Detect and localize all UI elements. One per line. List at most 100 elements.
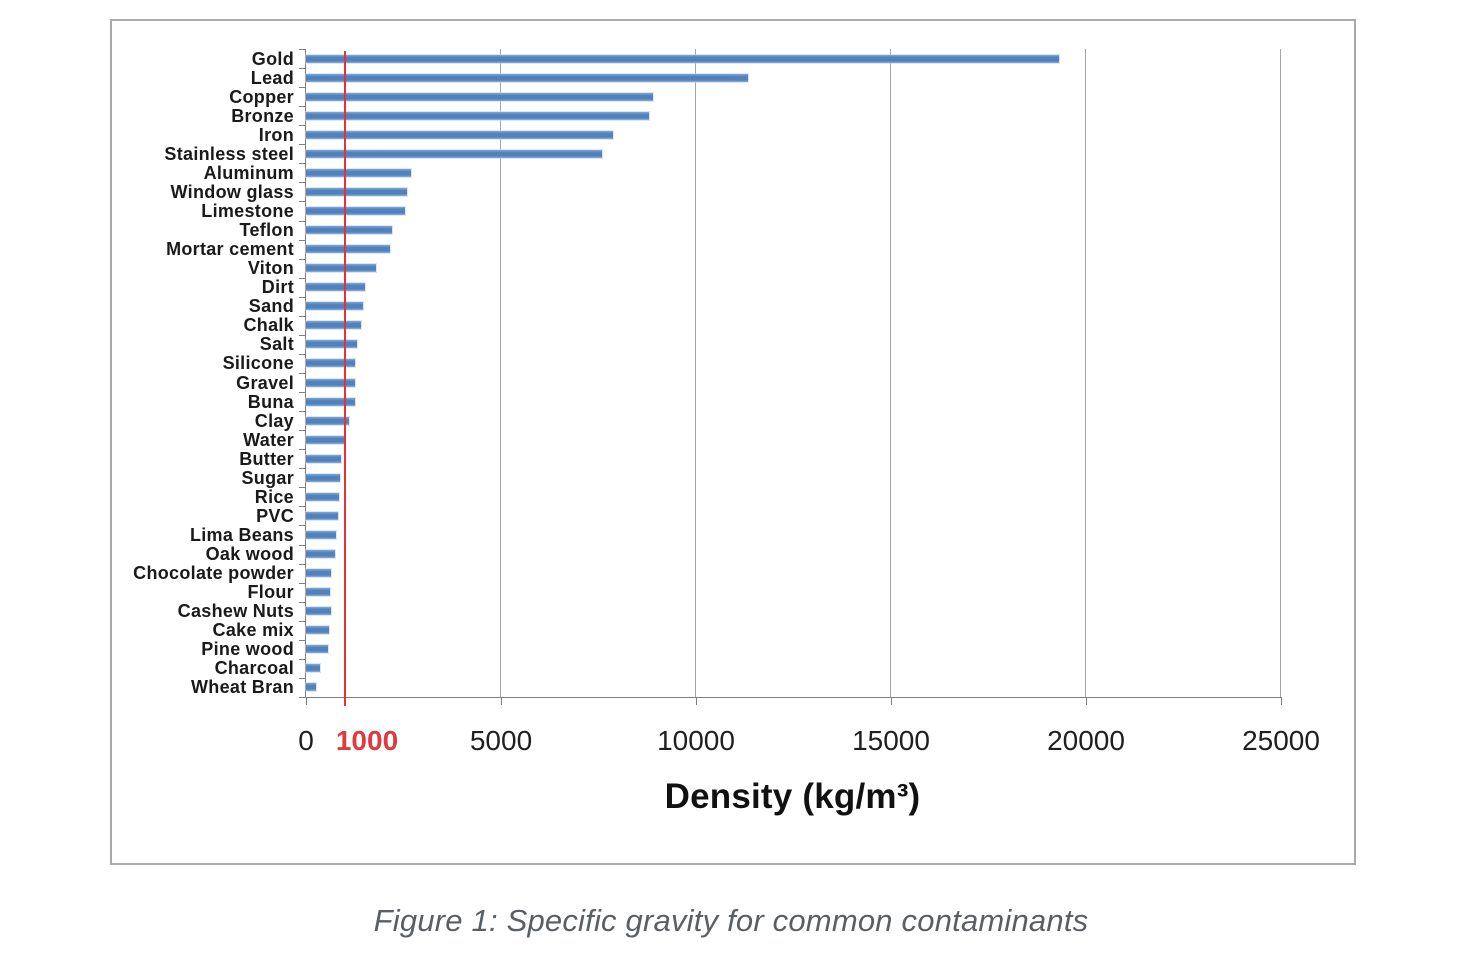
gridline-5000 [500, 49, 501, 697]
y-axis-tick [299, 411, 306, 413]
bar-row: Sugar [241, 468, 1281, 487]
bar [306, 92, 654, 101]
bar-row: Gold [252, 49, 1281, 68]
category-label: Gravel [236, 372, 294, 393]
y-axis-tick [299, 334, 306, 336]
bar [306, 683, 317, 692]
y-axis-tick [299, 525, 306, 527]
y-axis-tick [299, 506, 306, 508]
bar-row: Lima Beans [190, 525, 1281, 544]
category-label: Aluminum [203, 162, 294, 183]
bar [306, 416, 349, 425]
y-axis-tick [299, 68, 306, 70]
bar [306, 226, 392, 235]
bar [306, 206, 406, 215]
bar [306, 530, 337, 539]
x-axis-title: Density (kg/m³) [664, 777, 921, 816]
bar-row: Cake mix [213, 621, 1281, 640]
y-axis-tick [299, 220, 306, 222]
bar-row: Sand [249, 297, 1281, 316]
bar [306, 111, 650, 120]
bar [306, 664, 321, 673]
bar [306, 569, 331, 578]
category-label: Copper [229, 86, 294, 107]
bar [306, 283, 365, 292]
bar [306, 187, 408, 196]
bar-row: Bronze [231, 106, 1281, 125]
y-axis-tick [299, 315, 306, 317]
y-axis-tick [299, 106, 306, 108]
y-axis-tick [299, 49, 306, 50]
y-axis-tick [299, 620, 306, 622]
y-axis-tick [299, 296, 306, 298]
bar-row: Salt [260, 335, 1281, 354]
figure-caption: Figure 1: Specific gravity for common co… [373, 903, 1089, 938]
bar-row: Lead [251, 68, 1281, 87]
bar [306, 340, 357, 349]
bar-row: Viton [248, 259, 1281, 278]
x-tick-label-10000: 10000 [657, 725, 735, 756]
bar-row: Iron [259, 125, 1281, 144]
bar-row: Rice [255, 487, 1281, 506]
category-label: Charcoal [214, 658, 294, 679]
y-axis-tick [299, 544, 306, 546]
y-axis-tick [299, 239, 306, 241]
y-axis-tick [299, 487, 306, 489]
category-label: Rice [254, 486, 294, 507]
x-tick-label-0: 0 [298, 725, 314, 756]
x-axis-tick [696, 697, 697, 705]
y-axis-tick [299, 144, 306, 146]
category-label: Bronze [231, 105, 294, 126]
category-label: Gold [251, 48, 294, 69]
bar-row: Clay [255, 411, 1281, 430]
bar-row: Butter [239, 449, 1281, 468]
bar-row: Gravel [236, 373, 1281, 392]
category-label: Stainless steel [164, 143, 294, 164]
bar [306, 321, 361, 330]
y-axis-tick [299, 639, 306, 641]
category-label: Silicone [222, 353, 294, 374]
y-axis-tick [299, 87, 306, 89]
x-tick-label-1000: 1000 [335, 725, 399, 756]
bar [306, 73, 749, 82]
category-label: Iron [258, 124, 294, 145]
category-label: Water [243, 429, 294, 450]
bar-row: Cashew Nuts [178, 602, 1281, 621]
y-axis-tick [299, 582, 306, 584]
category-label: Oak wood [205, 544, 294, 565]
category-label: Teflon [239, 220, 294, 241]
gridline-20000 [1085, 49, 1086, 697]
y-axis-tick [299, 163, 306, 165]
y-axis-tick [299, 258, 306, 260]
category-label: Salt [259, 334, 294, 355]
category-label: Buna [247, 391, 294, 412]
category-label: PVC [256, 505, 294, 526]
gridline-10000 [695, 49, 696, 697]
y-axis-tick [299, 392, 306, 394]
category-label: Clay [254, 410, 294, 431]
y-axis-tick [299, 697, 306, 698]
category-label: Limestone [201, 200, 294, 221]
category-label: Cashew Nuts [177, 601, 294, 622]
bar [306, 264, 377, 273]
bar-row: Chalk [243, 316, 1281, 335]
bar-row: Chocolate powder [133, 564, 1281, 583]
x-tick-label-25000: 25000 [1242, 725, 1320, 756]
reference-line-1000 [344, 51, 346, 706]
bar [306, 245, 390, 254]
gridline-15000 [890, 49, 891, 697]
x-tick-label-15000: 15000 [852, 725, 930, 756]
category-label: Mortar cement [166, 239, 294, 260]
category-label: Chocolate powder [133, 563, 294, 584]
bar [306, 607, 331, 616]
bar [306, 54, 1059, 63]
category-label: Sugar [241, 467, 294, 488]
bar-row: Wheat Bran [191, 678, 1281, 697]
bar [306, 149, 603, 158]
bar [306, 168, 412, 177]
bar [306, 473, 340, 482]
bar [306, 397, 355, 406]
bar [306, 626, 330, 635]
x-tick-label-5000: 5000 [469, 725, 533, 756]
